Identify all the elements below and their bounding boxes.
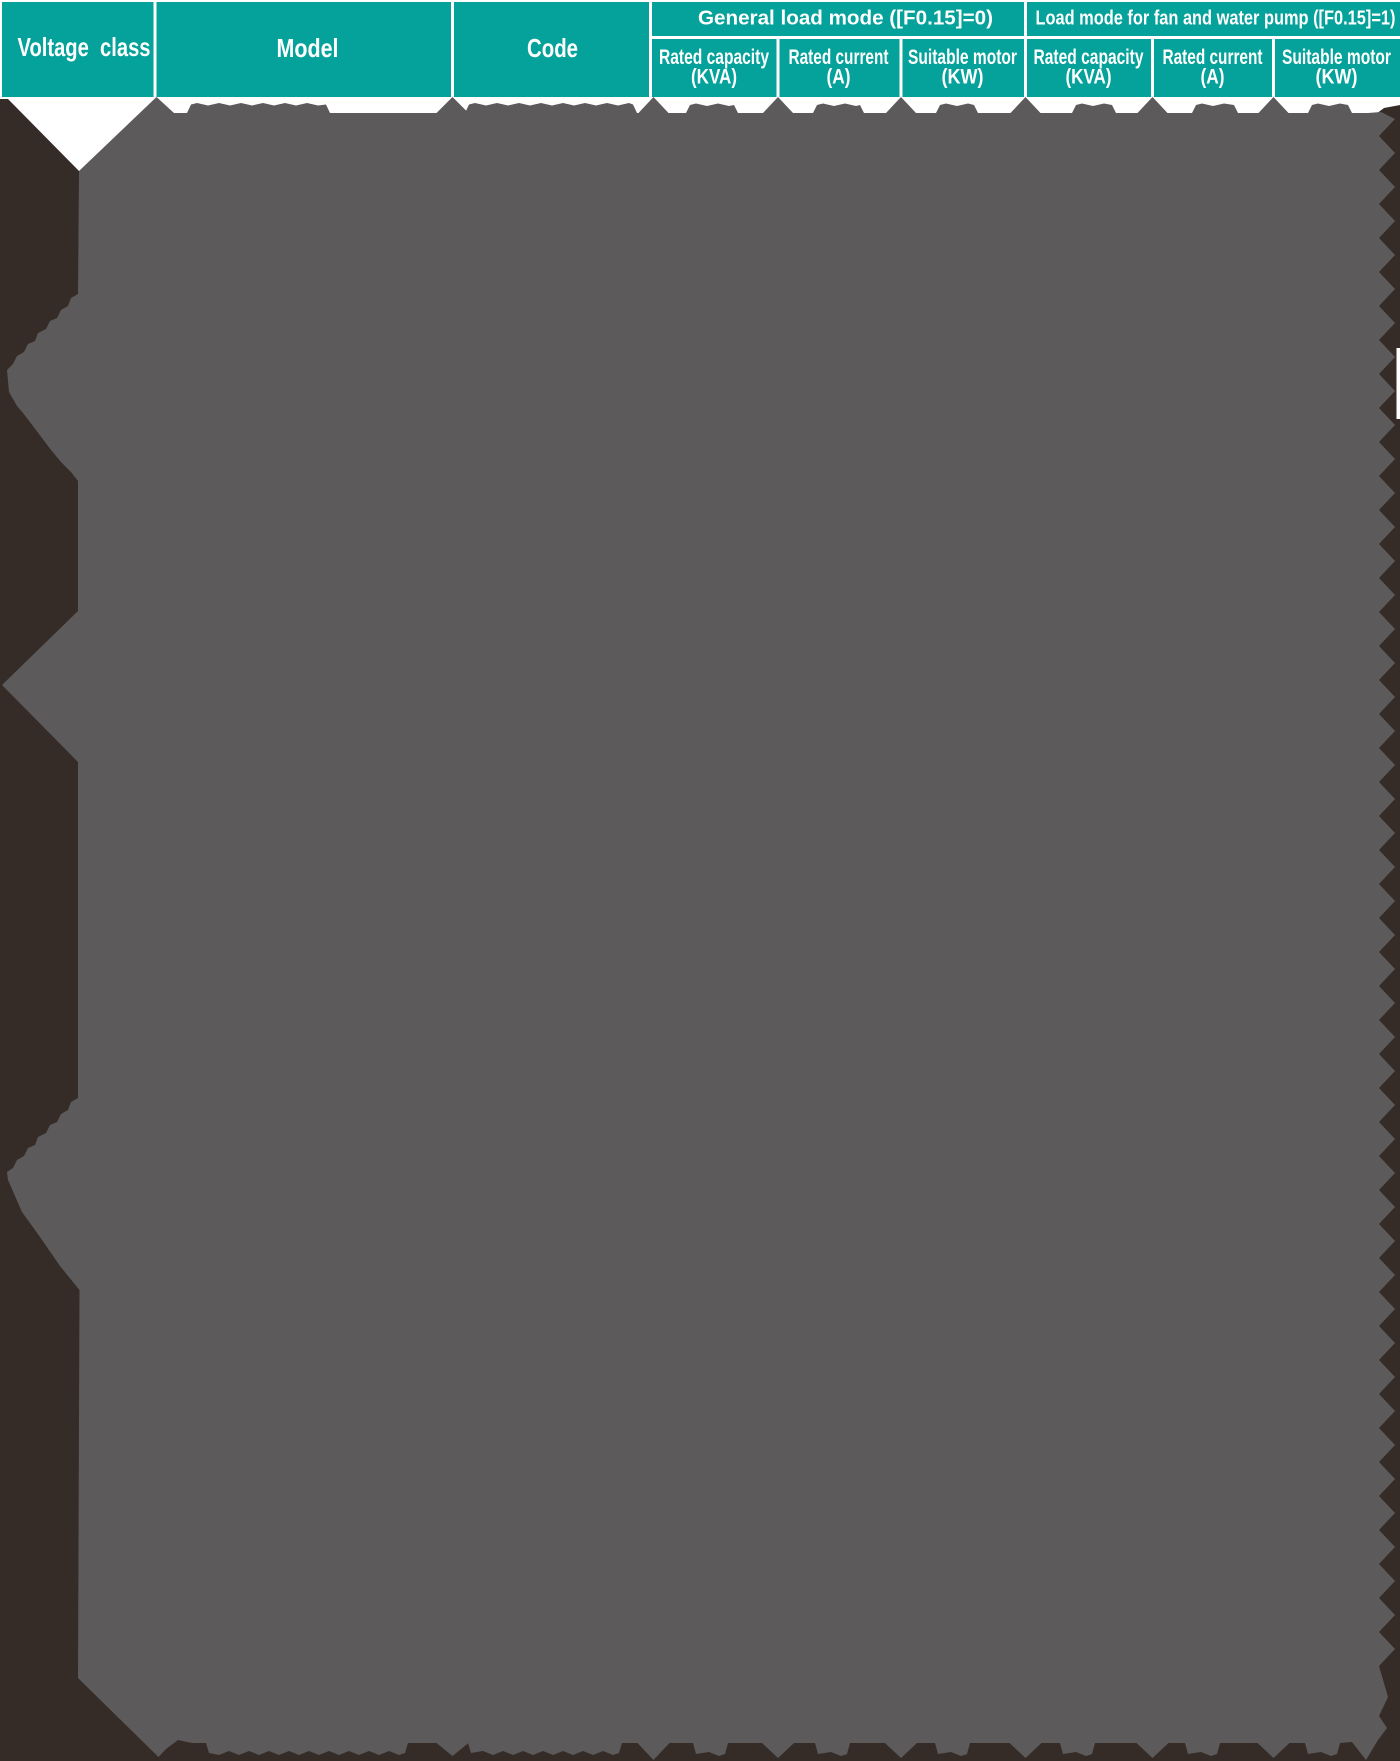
- svg-text:Suitable motor: Suitable motor: [1282, 46, 1391, 69]
- svg-text:Rated current: Rated current: [789, 46, 889, 69]
- svg-text:Suitable motor: Suitable motor: [908, 46, 1017, 69]
- svg-text:Rated capacity: Rated capacity: [1034, 46, 1144, 69]
- svg-text:Voltage class: Voltage class: [18, 32, 151, 62]
- svg-text:(KW): (KW): [942, 66, 984, 89]
- svg-text:Code: Code: [527, 33, 578, 63]
- svg-text:Model: Model: [277, 33, 339, 63]
- svg-text:(KW): (KW): [1316, 66, 1358, 89]
- svg-text:Rated capacity: Rated capacity: [659, 46, 769, 69]
- svg-text:Load mode for fan and water pu: Load mode for fan and water pump ([F0.15…: [1036, 8, 1396, 30]
- svg-text:(A): (A): [1201, 66, 1225, 89]
- svg-text:(A): (A): [827, 66, 851, 89]
- svg-text:(KVA): (KVA): [1066, 66, 1112, 89]
- svg-text:General load mode ([F0.15]=0): General load mode ([F0.15]=0): [698, 8, 993, 30]
- svg-text:Rated current: Rated current: [1163, 46, 1263, 69]
- svg-text:(KVA): (KVA): [691, 66, 737, 89]
